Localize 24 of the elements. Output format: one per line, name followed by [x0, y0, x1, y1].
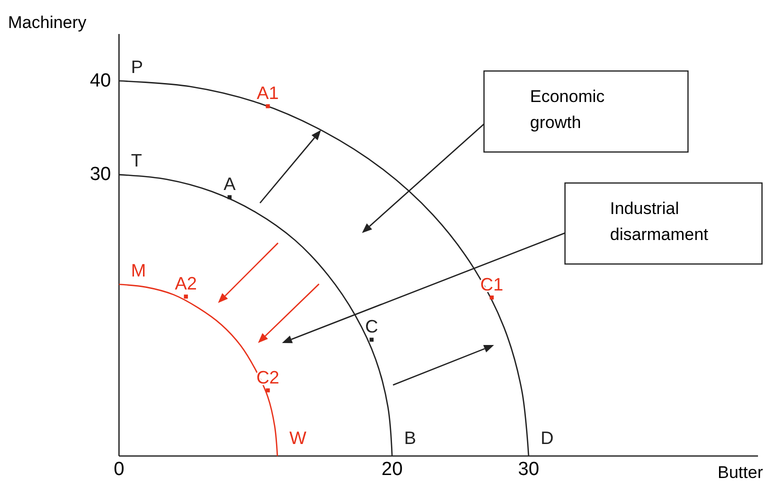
annotation: Economic growth [530, 87, 606, 132]
x-axis-title: Butter [718, 463, 764, 482]
annotation: B [404, 428, 416, 448]
annotation: A1 [256, 83, 279, 104]
point [370, 338, 374, 342]
annotation: T [131, 150, 142, 171]
annotation: M [131, 260, 146, 280]
x-tick-label: 30 [518, 459, 540, 480]
annotation: A2 [174, 274, 197, 294]
annotation: A [224, 174, 236, 194]
point [184, 294, 188, 299]
point [228, 195, 232, 200]
annotation: W [289, 428, 306, 448]
point [266, 104, 270, 108]
annotation: P [131, 56, 144, 77]
y-axis-title: Machinery [8, 13, 87, 32]
annotation: Industrial disarmament [610, 199, 709, 244]
x-tick-label: 0 [114, 459, 124, 480]
y-tick-label: 40 [90, 70, 111, 92]
annotation: C [365, 316, 378, 337]
point [490, 296, 494, 300]
annotation: D [540, 428, 554, 448]
x-tick-label: 20 [382, 459, 403, 480]
point [266, 388, 270, 392]
